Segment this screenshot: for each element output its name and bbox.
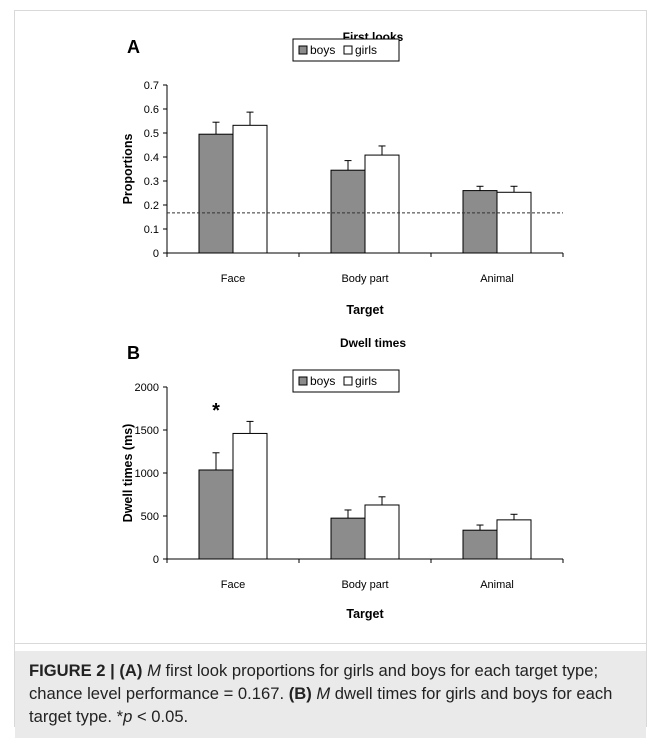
bar-girls-face — [232, 432, 268, 560]
y-tick-label: 0.2 — [144, 200, 159, 212]
legend-swatch-boys — [298, 376, 308, 386]
legend: boys girls — [292, 38, 400, 62]
y-tick-label: 0.1 — [144, 224, 159, 236]
figure-caption: FIGURE 2 | (A) M first look proportions … — [15, 651, 646, 738]
panel-label: B — [127, 343, 140, 363]
bar-boys-face — [198, 133, 234, 254]
y-axis-label: Dwell times (ms) — [121, 424, 135, 523]
y-tick-label: 2000 — [135, 382, 159, 394]
caption-a-label: (A) — [119, 661, 143, 680]
caption-p-star: * — [116, 707, 124, 726]
legend-label-girls: girls — [355, 374, 377, 388]
y-tick-label: 1000 — [135, 468, 159, 480]
y-tick-label: 0.5 — [144, 128, 159, 140]
bar-boys-body-part — [330, 169, 366, 254]
bar-boys-animal — [462, 190, 498, 254]
y-tick-label: 0.7 — [144, 80, 159, 92]
bar-girls-animal — [496, 519, 532, 560]
bar-girls-animal — [496, 191, 532, 254]
panel-label: A — [127, 37, 140, 57]
x-tick-label: Animal — [480, 579, 514, 591]
caption-separator — [15, 643, 646, 644]
caption-figure-label: FIGURE 2 | — [29, 661, 115, 680]
y-tick-label: 0.3 — [144, 176, 159, 188]
x-tick-label: Face — [221, 273, 245, 285]
caption-a-mean: M — [147, 661, 161, 680]
y-tick-label: 0.4 — [144, 152, 159, 164]
significance-star: * — [212, 400, 220, 422]
legend: boys girls — [292, 369, 400, 393]
bar-boys-animal — [462, 529, 498, 560]
figure-frame: A First looks 0 0.1 0.2 0.3 0.4 0.5 0.6 0.7 Propor… — [14, 10, 647, 738]
bar-girls-body-part — [364, 154, 400, 254]
y-axis-label: Proportions — [121, 134, 135, 205]
y-tick-label: 0 — [153, 248, 159, 260]
x-tick-label: Face — [221, 579, 245, 591]
y-tick-label: 0.6 — [144, 104, 159, 116]
y-tick-label: 0 — [153, 554, 159, 566]
legend-label-boys: boys — [310, 43, 335, 57]
caption-p-var: p — [123, 707, 133, 726]
legend-label-boys: boys — [310, 374, 335, 388]
bar-boys-face — [198, 469, 234, 560]
caption-b-label: (B) — [288, 684, 312, 703]
chart-panel-b: B Dwell times 0 500 1000 1500 2000 Dwell times … — [121, 336, 564, 621]
y-tick-label: 1500 — [135, 425, 159, 437]
caption-a-text: first look proportions for girls and boy… — [29, 661, 599, 703]
caption-b-mean: M — [316, 684, 331, 703]
x-tick-label: Animal — [480, 273, 514, 285]
legend-label-girls: girls — [355, 43, 377, 57]
bar-girls-body-part — [364, 504, 400, 560]
bar-boys-body-part — [330, 517, 366, 560]
caption-p-text: < 0.05. — [132, 707, 189, 726]
chart-panel-a: A First looks00.10.20.30.40.50.60.7Propor… — [121, 30, 564, 317]
x-tick-label: Body part — [341, 273, 388, 285]
x-tick-label: Body part — [341, 579, 388, 591]
figure-charts: A First looks00.10.20.30.40.50.60.7Propor… — [121, 30, 564, 621]
x-axis-label: Target — [346, 303, 384, 317]
y-tick-label: 500 — [141, 511, 159, 523]
chart-title: Dwell times — [340, 336, 406, 350]
x-axis-label: Target — [346, 607, 384, 621]
legend-swatch-girls — [343, 376, 353, 386]
caption-b-text: dwell times for girls and boys for each … — [29, 684, 613, 726]
bar-girls-face — [232, 124, 268, 254]
legend-swatch-girls — [343, 45, 353, 55]
legend-swatch-boys — [298, 45, 308, 55]
